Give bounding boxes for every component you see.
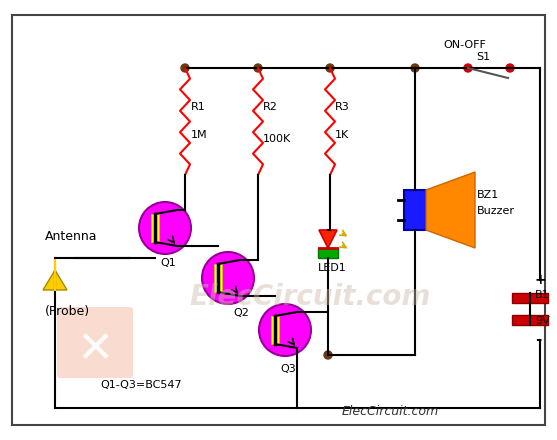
Text: R2: R2 <box>263 102 278 112</box>
Bar <box>404 190 426 230</box>
Text: 1K: 1K <box>335 130 349 140</box>
Text: Q2: Q2 <box>233 308 249 318</box>
FancyBboxPatch shape <box>57 307 133 378</box>
Text: BZ1: BZ1 <box>477 190 499 200</box>
Circle shape <box>181 64 189 72</box>
Circle shape <box>324 351 332 359</box>
Bar <box>214 264 222 292</box>
Circle shape <box>506 64 514 72</box>
Text: ElecCircuit.com: ElecCircuit.com <box>341 405 438 418</box>
Text: R3: R3 <box>335 102 350 112</box>
Text: B1: B1 <box>535 290 550 300</box>
Bar <box>271 316 279 344</box>
Text: -: - <box>535 332 541 347</box>
Bar <box>318 248 338 258</box>
Text: Buzzer: Buzzer <box>477 206 515 216</box>
Text: ElecCircuit.com: ElecCircuit.com <box>189 283 431 311</box>
Text: +: + <box>535 273 546 287</box>
Text: ✕: ✕ <box>76 329 114 371</box>
Circle shape <box>326 64 334 72</box>
Polygon shape <box>43 270 67 290</box>
Polygon shape <box>426 172 475 248</box>
Text: ON-OFF: ON-OFF <box>443 40 486 50</box>
Text: S1: S1 <box>476 52 490 62</box>
Bar <box>512 315 548 325</box>
Circle shape <box>259 304 311 356</box>
Circle shape <box>464 64 472 72</box>
Circle shape <box>202 252 254 304</box>
Text: 100K: 100K <box>263 134 291 144</box>
Bar <box>151 214 159 242</box>
Circle shape <box>254 64 262 72</box>
Text: LED1: LED1 <box>318 263 347 273</box>
Circle shape <box>411 64 419 72</box>
Bar <box>512 293 548 303</box>
Text: Antenna: Antenna <box>45 230 97 243</box>
Text: R1: R1 <box>191 102 206 112</box>
Text: 1M: 1M <box>191 130 208 140</box>
Text: Q1-Q3=BC547: Q1-Q3=BC547 <box>100 380 182 390</box>
Text: Q3: Q3 <box>280 364 296 374</box>
Text: 9V: 9V <box>535 316 550 326</box>
Text: (Probe): (Probe) <box>45 305 90 318</box>
Text: Q1: Q1 <box>160 258 176 268</box>
Circle shape <box>139 202 191 254</box>
Polygon shape <box>319 230 337 248</box>
